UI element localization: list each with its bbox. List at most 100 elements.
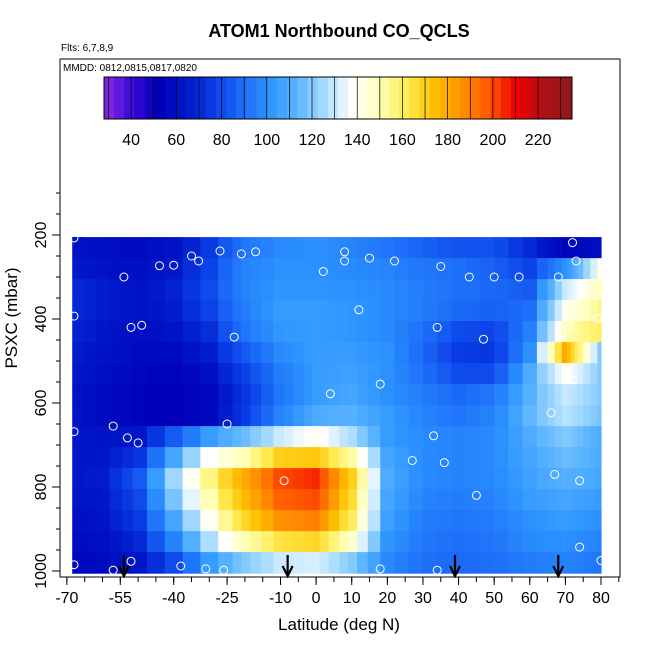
- heatmap-cell: [260, 237, 274, 259]
- heatmap-cell: [451, 468, 467, 490]
- heatmap-cell: [367, 363, 381, 385]
- sample-point: [596, 556, 606, 565]
- heatmap-cell: [218, 363, 234, 385]
- heatmap-cell: [182, 426, 201, 448]
- heatmap-cell: [408, 552, 424, 574]
- heatmap-cell: [574, 384, 579, 406]
- x-tick-label: 20: [379, 590, 397, 607]
- x-tick-label: 10: [343, 590, 361, 607]
- heatmap-cell: [547, 447, 556, 469]
- heatmap-cell: [583, 489, 591, 511]
- heatmap-cell: [122, 510, 134, 532]
- heatmap-cell: [339, 447, 349, 469]
- heatmap-cell: [147, 531, 166, 553]
- heatmap-cell: [465, 426, 481, 448]
- heatmap-cell: [479, 363, 495, 385]
- heatmap-cell: [273, 321, 285, 343]
- heatmap-cell: [570, 300, 575, 322]
- heatmap-cell: [241, 510, 251, 532]
- heatmap-cell: [303, 489, 314, 511]
- heatmap-cell: [494, 384, 510, 406]
- heatmap-cell: [75, 531, 84, 553]
- heatmap-cell: [554, 531, 563, 553]
- heatmap-cell: [122, 300, 134, 322]
- heatmap-cell: [567, 405, 572, 427]
- heatmap-cell: [73, 510, 77, 532]
- heatmap-cell: [339, 300, 349, 322]
- heatmap-cell: [319, 426, 330, 448]
- heatmap-cell: [570, 363, 575, 385]
- dates-note: MMDD: 0812,0815,0817,0820: [63, 63, 197, 74]
- heatmap-cell: [82, 531, 96, 553]
- heatmap-cell: [72, 447, 74, 469]
- heatmap-cell: [583, 258, 591, 280]
- heatmap-cell: [109, 384, 123, 406]
- heatmap-cell: [312, 447, 321, 469]
- heatmap-cell: [561, 426, 568, 448]
- heatmap-cell: [250, 279, 262, 301]
- heatmap-cell: [328, 279, 340, 301]
- heatmap-cell: [408, 447, 424, 469]
- heatmap-cell: [303, 552, 314, 574]
- heatmap-cell: [408, 489, 424, 511]
- heatmap-cell: [250, 489, 262, 511]
- heatmap-cell: [348, 489, 358, 511]
- colorbar-segment: [276, 77, 288, 119]
- heatmap-cell: [72, 321, 74, 343]
- heatmap-cell: [339, 510, 349, 532]
- heatmap-cell: [82, 447, 96, 469]
- heatmap-cell: [182, 510, 201, 532]
- heatmap-cell: [348, 258, 358, 280]
- heatmap-cell: [72, 300, 74, 322]
- heatmap-cell: [250, 426, 262, 448]
- heatmap-cell: [494, 531, 510, 553]
- heatmap-cell: [357, 510, 369, 532]
- heatmap-cell: [380, 300, 396, 322]
- heatmap-cell: [132, 279, 148, 301]
- heatmap-cell: [547, 489, 556, 511]
- heatmap-cell: [72, 552, 74, 574]
- heatmap-cell: [408, 405, 424, 427]
- heatmap-cell: [82, 468, 96, 490]
- heatmap-cell: [590, 300, 599, 322]
- sample-point: [464, 272, 474, 282]
- heatmap-cell: [260, 447, 274, 469]
- sample-point: [108, 421, 118, 431]
- heatmap-cell: [522, 447, 538, 469]
- heatmap-cell: [536, 426, 549, 448]
- heatmap-cell: [357, 447, 369, 469]
- heatmap-cell: [164, 405, 184, 427]
- heatmap-cell: [250, 531, 262, 553]
- heatmap-cell: [218, 531, 234, 553]
- heatmap-cell: [522, 384, 538, 406]
- heatmap-cell: [182, 552, 201, 574]
- heatmap-cell: [437, 384, 453, 406]
- heatmap-cell: [561, 258, 568, 280]
- heatmap-cell: [147, 321, 166, 343]
- heatmap-cell: [451, 447, 467, 469]
- heatmap-cell: [182, 489, 201, 511]
- heatmap-cell: [312, 405, 321, 427]
- heatmap-cell: [597, 342, 602, 364]
- heatmap-cell: [380, 279, 396, 301]
- sample-point: [432, 565, 442, 575]
- sample-point: [429, 431, 439, 441]
- colorbar-segment: [541, 77, 553, 119]
- heatmap-cell: [273, 237, 285, 259]
- heatmap-cell: [303, 300, 314, 322]
- heatmap-cell: [536, 279, 549, 301]
- heatmap-cell: [479, 300, 495, 322]
- heatmap-cell: [122, 531, 134, 553]
- heatmap-cell: [250, 384, 262, 406]
- heatmap-cell: [164, 321, 184, 343]
- sample-point: [176, 561, 186, 571]
- colorbar-segment: [439, 77, 451, 119]
- heatmap-cell: [479, 342, 495, 364]
- sample-point: [318, 267, 328, 276]
- x-tick-label: -40: [162, 590, 185, 607]
- heatmap-cell: [522, 258, 538, 280]
- heatmap-cell: [95, 342, 111, 364]
- heatmap-cell: [590, 552, 599, 574]
- heatmap-cell: [408, 531, 424, 553]
- heatmap-cell: [583, 384, 591, 406]
